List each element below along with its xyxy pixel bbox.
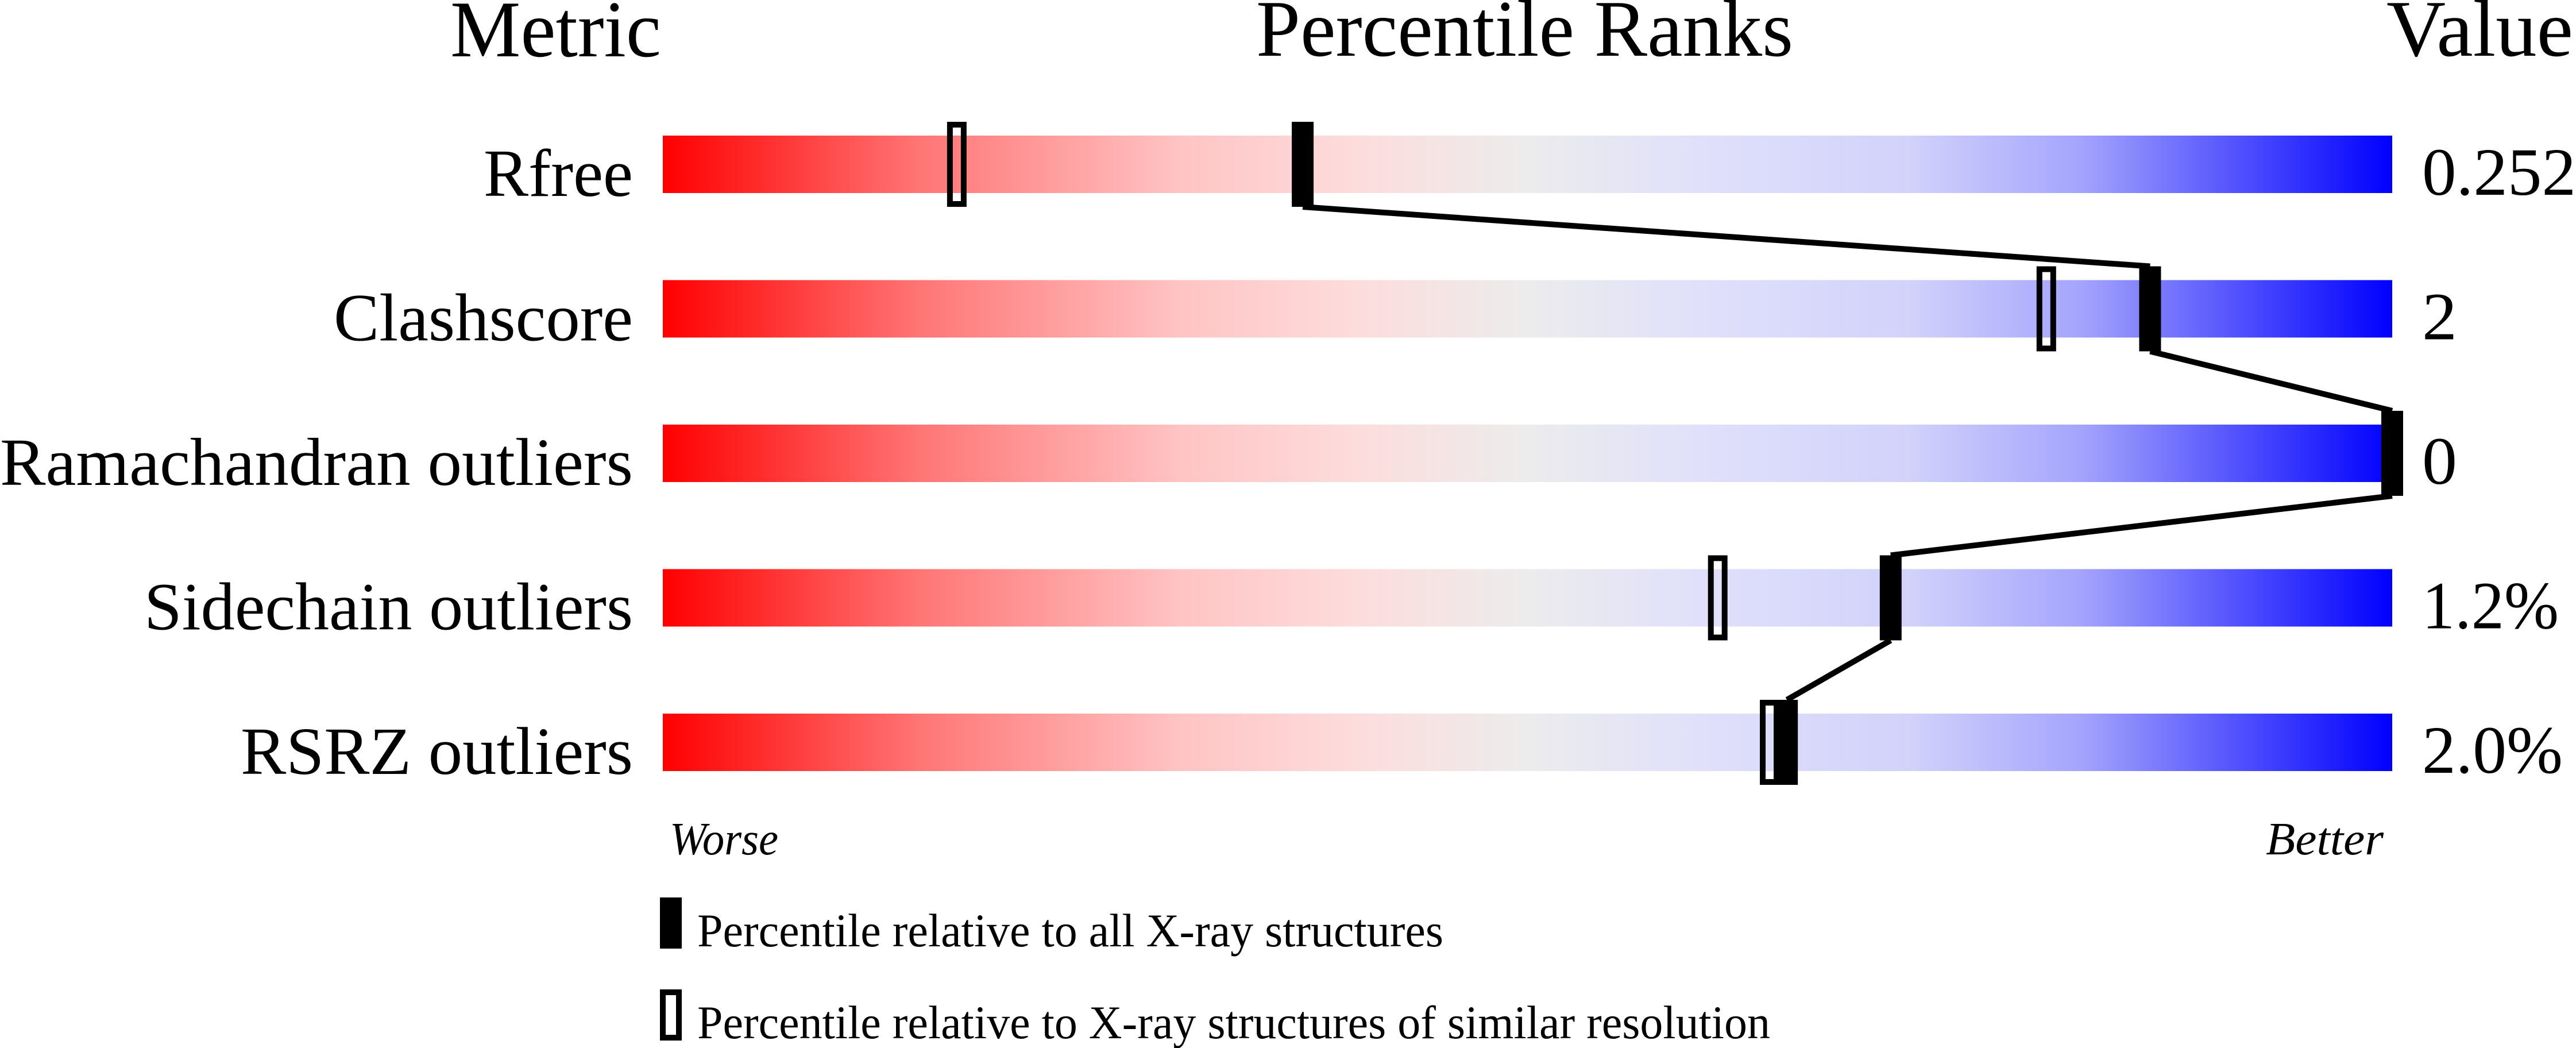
percentile-bar bbox=[663, 280, 2392, 338]
legend-label-similar: Percentile relative to X-ray structures … bbox=[697, 996, 1770, 1048]
metric-label: RSRZ outliers bbox=[241, 714, 633, 789]
percentile-bar bbox=[663, 425, 2392, 482]
metric-value: 2 bbox=[2422, 279, 2457, 355]
percentile-bar bbox=[663, 136, 2392, 193]
similar-resolution-marker bbox=[947, 122, 967, 207]
metric-label: Ramachandran outliers bbox=[0, 425, 633, 500]
similar-resolution-marker bbox=[1708, 555, 1728, 641]
all-structures-marker bbox=[1879, 555, 1902, 641]
legend-label-all: Percentile relative to all X-ray structu… bbox=[697, 904, 1443, 957]
all-structures-marker bbox=[1292, 122, 1314, 207]
similar-resolution-marker bbox=[2036, 266, 2056, 352]
metric-row: Rfree 0.252 bbox=[484, 122, 2576, 211]
all-structures-marker bbox=[2139, 266, 2161, 352]
legend-filled-marker bbox=[660, 897, 682, 949]
connector-line bbox=[1890, 493, 2393, 558]
all-structures-marker bbox=[2381, 411, 2403, 496]
legend-hollow-marker bbox=[660, 989, 682, 1041]
all-structures-marker bbox=[1776, 700, 1798, 785]
metric-row: Sidechain outliers 1.2% bbox=[144, 555, 2559, 645]
metric-value: 0 bbox=[2422, 423, 2457, 499]
header-value: Value bbox=[2386, 0, 2573, 74]
percentile-bar bbox=[663, 714, 2392, 771]
metric-label: Rfree bbox=[484, 136, 633, 211]
metric-label: Clashscore bbox=[334, 280, 633, 356]
metric-value: 0.252 bbox=[2422, 134, 2576, 210]
header-percentile-ranks: Percentile Ranks bbox=[1256, 0, 1793, 74]
connector-line bbox=[2149, 348, 2393, 414]
metric-value: 2.0% bbox=[2422, 712, 2563, 788]
connector-line bbox=[1785, 638, 1893, 703]
connector-line bbox=[1302, 204, 2150, 269]
percentile-bar bbox=[663, 569, 2392, 627]
metric-value: 1.2% bbox=[2422, 568, 2559, 644]
metric-row: RSRZ outliers 2.0% bbox=[241, 700, 2563, 789]
metric-label: Sidechain outliers bbox=[144, 569, 633, 645]
axis-label-better: Better bbox=[2266, 814, 2384, 865]
header-metric: Metric bbox=[450, 0, 661, 74]
metric-row: Ramachandran outliers 0 bbox=[0, 411, 2457, 500]
metric-row: Clashscore 2 bbox=[334, 266, 2457, 356]
axis-label-worse: Worse bbox=[670, 814, 778, 865]
